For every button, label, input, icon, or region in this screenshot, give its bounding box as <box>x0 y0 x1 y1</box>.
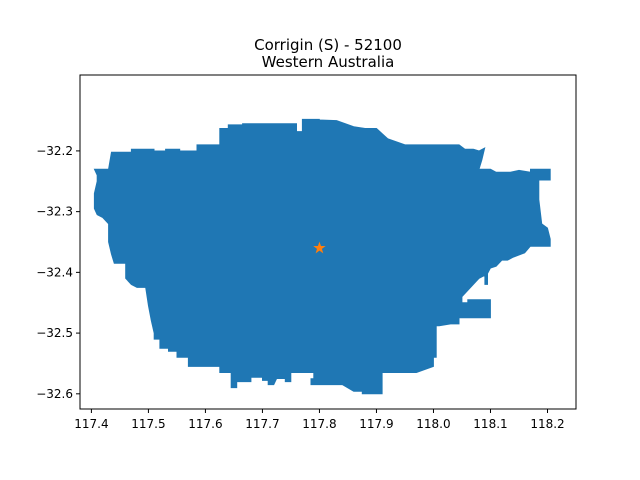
y-tick-label: −32.4 <box>36 265 73 279</box>
x-tick-label: 117.6 <box>188 417 222 431</box>
chart-title-line1: Corrigin (S) - 52100 <box>254 36 402 54</box>
x-axis: 117.4 117.5 117.6 117.7 117.8 117.9 118.0 118.1… <box>74 409 565 431</box>
x-tick-label: 117.4 <box>74 417 108 431</box>
location-star-marker <box>313 241 326 254</box>
axes-frame <box>79 74 577 410</box>
chart-title-line2: Western Australia <box>262 53 395 71</box>
x-tick-label: 118.1 <box>473 417 507 431</box>
x-tick-label: 117.7 <box>245 417 279 431</box>
y-tick-label: −32.6 <box>36 387 73 401</box>
region-layer <box>93 118 551 395</box>
y-tick-label: −32.5 <box>36 326 73 340</box>
x-tick-label: 117.8 <box>302 417 336 431</box>
x-tick-label: 118.0 <box>416 417 450 431</box>
y-tick-label: −32.2 <box>36 144 73 158</box>
x-tick-label: 117.5 <box>131 417 165 431</box>
y-tick-label: −32.3 <box>36 205 73 219</box>
marker-layer <box>313 241 326 254</box>
x-tick-label: 118.2 <box>530 417 564 431</box>
region-polygon <box>93 118 551 395</box>
plot-area <box>79 74 577 410</box>
x-tick-label: 117.9 <box>359 417 393 431</box>
y-axis: −32.2 −32.3 −32.4 −32.5 −32.6 <box>36 144 80 401</box>
